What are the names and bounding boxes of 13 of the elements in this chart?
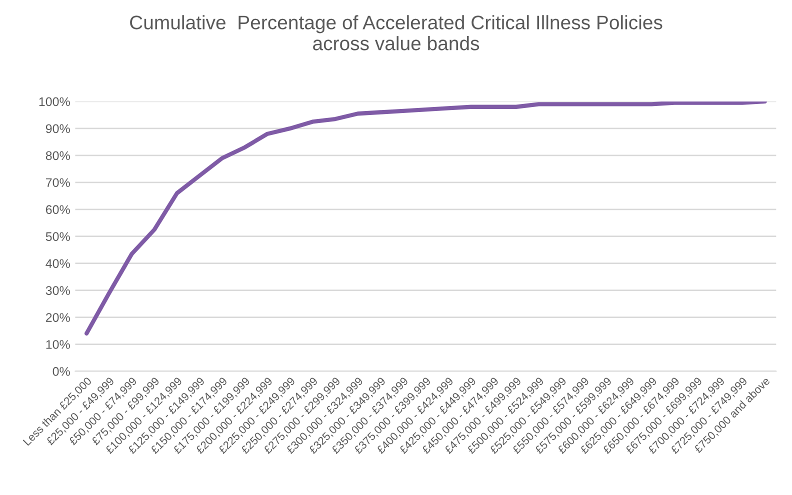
y-tick-label: 50% xyxy=(46,232,70,242)
y-tick-label: 90% xyxy=(46,124,70,134)
y-tick-label: 0% xyxy=(52,367,70,376)
y-tick-label: 100% xyxy=(39,97,70,106)
chart-title: Cumulative Percentage of Accelerated Critical Illness Policies across value bands xyxy=(130,15,662,50)
y-tick-label: 10% xyxy=(46,340,70,349)
y-tick-label: 30% xyxy=(46,286,70,295)
y-tick-label: 20% xyxy=(46,313,70,322)
y-tick-label: 60% xyxy=(46,205,70,214)
y-tick-label: 40% xyxy=(46,259,70,268)
y-tick-label: 80% xyxy=(46,151,70,160)
y-tick-label: 70% xyxy=(46,178,70,188)
line-series xyxy=(84,101,767,336)
